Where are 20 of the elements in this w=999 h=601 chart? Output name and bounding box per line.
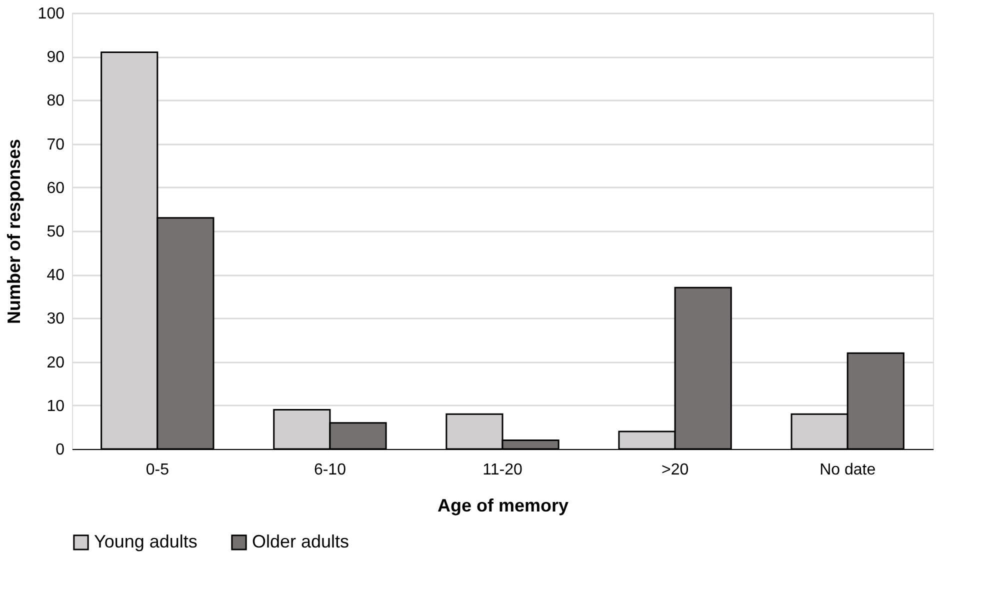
x-tick-label: 0-5 xyxy=(146,462,170,478)
y-tick-label: 40 xyxy=(46,267,65,284)
x-tick-label: No date xyxy=(820,462,876,478)
x-tick-label: >20 xyxy=(661,462,689,478)
y-tick-label: 70 xyxy=(46,136,65,154)
legend-label: Older adults xyxy=(252,531,350,552)
x-tick-label: 11-20 xyxy=(482,462,522,478)
y-axis-title: Number of responses xyxy=(4,138,24,324)
x-tick-label: 6-10 xyxy=(314,462,346,478)
y-tick-label: 60 xyxy=(46,180,65,197)
y-tick-label: 0 xyxy=(56,442,65,458)
y-tick-label: 30 xyxy=(46,310,65,328)
x-axis-title: Age of memory xyxy=(437,496,569,516)
y-tick-label: 20 xyxy=(46,354,65,372)
y-tick-label: 90 xyxy=(46,49,65,66)
legend-label: Young adults xyxy=(94,531,198,552)
y-tick-label: 80 xyxy=(46,92,65,110)
y-tick-label: 100 xyxy=(38,6,65,22)
y-tick-label: 10 xyxy=(46,398,65,415)
y-tick-label: 50 xyxy=(46,224,65,240)
